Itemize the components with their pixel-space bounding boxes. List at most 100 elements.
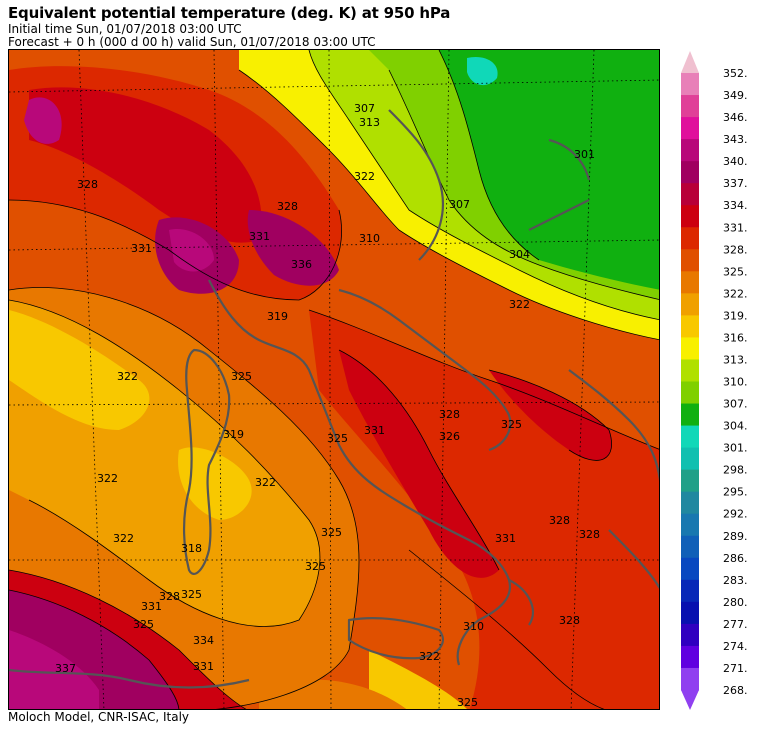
colorbar-cell (681, 117, 699, 140)
colorbar-cell (681, 667, 699, 691)
field-region-340-sw (9, 630, 99, 709)
contour-label: 322 (97, 472, 118, 485)
colorbar-cell (681, 601, 699, 625)
contour-label: 328 (549, 514, 570, 527)
colorbar-tick-label: 298. (723, 464, 748, 477)
field-region-331-adriatic (489, 370, 612, 461)
contour-label: 328 (579, 528, 600, 541)
contour-label: 319 (223, 428, 244, 441)
colorbar-cell (681, 293, 699, 316)
colorbar-cell (681, 271, 699, 294)
colorbar-tick-label: 343. (723, 133, 748, 146)
colorbar-cell (681, 645, 699, 669)
colorbar-tick-label: 322. (723, 287, 748, 300)
contour-lines (9, 50, 659, 709)
contour-label: 319 (267, 310, 288, 323)
contour-label: 331 (249, 230, 270, 243)
contour-label: 310 (463, 620, 484, 633)
colorbar-tick-label: 307. (723, 398, 748, 411)
contour-label: 328 (439, 408, 460, 421)
colorbar-tick-label: 274. (723, 640, 748, 653)
colorbar-tick-label: 319. (723, 309, 748, 322)
contour-label: 322 (113, 532, 134, 545)
map-title: Equivalent potential temperature (deg. K… (8, 4, 451, 22)
colorbar-tick-label: 283. (723, 574, 748, 587)
colorbar-tick-label: 289. (723, 530, 748, 543)
theta-e-map: 307 313 307 301 304 322 328 328 331 331 336 310 322 3… (8, 49, 660, 710)
colorbar-cell (681, 381, 699, 405)
colorbar-tick-label: 277. (723, 618, 748, 631)
model-credit: Moloch Model, CNR-ISAC, Italy (8, 710, 190, 724)
colorbar-cell (681, 623, 699, 647)
colorbar-cell (681, 337, 699, 360)
colorbar-tick-label: 316. (723, 331, 748, 344)
colorbar-tick-label: 301. (723, 442, 748, 455)
colorbar-cell (681, 249, 699, 272)
contour-label: 325 (321, 526, 342, 539)
initial-time-line: Initial time Sun, 01/07/2018 03:00 UTC (8, 22, 242, 36)
colorbar-tick-label: 304. (723, 420, 748, 433)
colorbar-tick-label: 313. (723, 353, 748, 366)
colorbar-cell (681, 359, 699, 382)
colorbar-bottom-arrow (681, 690, 699, 710)
field-region-301 (467, 56, 498, 86)
colorbar-tick-label: 340. (723, 155, 748, 168)
colorbar-cell (681, 491, 699, 515)
forecast-valid-line: Forecast + 0 h (000 d 00 h) valid Sun, 0… (8, 35, 376, 49)
contour-label: 331 (495, 532, 516, 545)
field-region-316-island (178, 447, 252, 520)
colorbar-cell (681, 139, 699, 162)
field-region-337-po (247, 210, 339, 286)
colorbar-tick-label: 310. (723, 376, 748, 389)
colorbar-tick-label: 286. (723, 552, 748, 565)
contour-label: 325 (327, 432, 348, 445)
contour-label: 331 (193, 660, 214, 673)
contour-label: 328 (77, 178, 98, 191)
contour-label: 328 (559, 614, 580, 627)
contour-label: 325 (133, 618, 154, 631)
colorbar-tick-label: 271. (723, 662, 748, 675)
contour-label: 325 (305, 560, 326, 573)
colorbar-cell (681, 469, 699, 493)
contour-label: 322 (354, 170, 375, 183)
colorbar-top-arrow (681, 51, 699, 73)
contour-label: 331 (364, 424, 385, 437)
colorbar-cell (681, 447, 699, 471)
map-canvas: 3073133073013043223283283313313363103223… (9, 50, 659, 709)
colorbar-tick-label: 268. (723, 684, 748, 697)
colorbar-tick-label: 346. (723, 111, 748, 124)
contour-label: 328 (159, 590, 180, 603)
contour-label: 322 (117, 370, 138, 383)
contour-label: 322 (419, 650, 440, 663)
colorbar-cell (681, 227, 699, 250)
contour-label: 325 (457, 696, 478, 709)
colorbar-cell (681, 535, 699, 559)
field-region-316-blob (69, 375, 129, 407)
colorbar-cell (681, 73, 699, 96)
contour-label: 318 (181, 542, 202, 555)
colorbar-cell (681, 161, 699, 184)
contour-label: 310 (359, 232, 380, 245)
colorbar-cell (681, 557, 699, 581)
contour-label-group: 3073133073013043223283283313313363103223… (55, 102, 600, 709)
contour-label: 322 (255, 476, 276, 489)
colorbar-tick-label: 331. (723, 221, 748, 234)
contour-label: 336 (291, 258, 312, 271)
colorbar-tick-label: 334. (723, 199, 748, 212)
colorbar-tick-label: 292. (723, 508, 748, 521)
contour-label: 331 (141, 600, 162, 613)
contour-label: 326 (439, 430, 460, 443)
contour-label: 301 (574, 148, 595, 161)
colorbar-tick-label: 328. (723, 243, 748, 256)
lat-lon-grid (9, 50, 659, 709)
contour-label: 337 (55, 662, 76, 675)
field-region-304 (439, 50, 659, 290)
colorbar-tick-label: 280. (723, 596, 748, 609)
contour-label: 322 (509, 298, 530, 311)
colorbar-tick-label: 337. (723, 177, 748, 190)
contour-label: 325 (231, 370, 252, 383)
field-region-316-south (369, 650, 467, 709)
colorbar-tick-label: 325. (723, 265, 748, 278)
colorbar-cell (681, 513, 699, 537)
colorbar-cell (681, 183, 699, 206)
